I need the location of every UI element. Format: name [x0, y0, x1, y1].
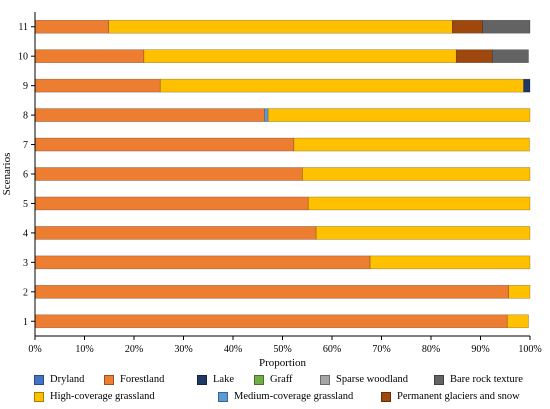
legend-swatch-dryland — [34, 374, 44, 385]
x-tick-label: 30% — [174, 344, 192, 355]
legend-label-permanent-glaciers-and-snow: Permanent glaciers and snow — [397, 391, 520, 402]
x-tick-label: 50% — [273, 344, 291, 355]
x-tick-label: 100% — [518, 344, 541, 355]
legend-item-lake: Lake — [197, 373, 234, 386]
x-tick-label: 80% — [422, 344, 440, 355]
legend-item-forestland: Forestland — [104, 373, 164, 386]
bar-segment-high-coverage-grassland-scenario-1 — [506, 314, 529, 329]
bar-segment-high-coverage-grassland-scenario-5 — [307, 196, 531, 211]
legend-swatch-forestland — [104, 374, 114, 385]
bar-segment-high-coverage-grassland-scenario-7 — [293, 137, 530, 152]
bar-segment-bare-rock-texture-scenario-11 — [482, 19, 531, 34]
legend-label-bare-rock-texture: Bare rock texture — [450, 374, 523, 385]
stacked-bar-chart: 1 2 3 4 5 6 7 8 9 10 11 0% 10% 20% 30% 40% 50% 60% 70% 80%… — [1, 12, 542, 369]
bar-segment-permanent-glaciers-and-snow-scenario-10 — [455, 49, 493, 63]
bar-segment-forestland-scenario-5 — [34, 196, 309, 211]
bar-segment-permanent-glaciers-and-snow-scenario-11 — [451, 19, 483, 34]
x-tick-label: 0% — [28, 344, 41, 355]
legend-label-lake: Lake — [213, 374, 234, 385]
y-tick-label-10: 10 — [18, 52, 28, 63]
legend-item-bare-rock-texture: Bare rock texture — [434, 373, 523, 386]
x-tick-label: 10% — [75, 344, 93, 355]
x-tick-label: 60% — [323, 344, 341, 355]
bar-segment-high-coverage-grassland-scenario-3 — [369, 255, 531, 270]
bar-segment-high-coverage-grassland-scenario-8 — [267, 108, 531, 122]
y-tick-label-5: 5 — [23, 199, 28, 210]
bar-segment-forestland-scenario-6 — [34, 167, 303, 181]
bar-segment-forestland-scenario-2 — [34, 285, 510, 299]
x-tick-label: 90% — [471, 344, 489, 355]
legend-swatch-lake — [197, 374, 207, 385]
bar-segment-bare-rock-texture-scenario-10 — [492, 49, 529, 63]
legend-swatch-graff — [254, 374, 264, 385]
legend-item-high-coverage-grassland: High-coverage grassland — [34, 390, 155, 403]
legend-swatch-medium-coverage-grassland — [218, 391, 228, 402]
bar-segment-forestland-scenario-4 — [34, 226, 317, 240]
legend-item-permanent-glaciers-and-snow: Permanent glaciers and snow — [381, 390, 520, 403]
x-tick-label: 40% — [224, 344, 242, 355]
bar-segment-high-coverage-grassland-scenario-2 — [508, 285, 531, 299]
legend-label-high-coverage-grassland: High-coverage grassland — [50, 391, 155, 402]
bar-segment-forestland-scenario-10 — [34, 49, 145, 63]
bar-segment-forestland-scenario-1 — [34, 314, 508, 329]
bar-segment-forestland-scenario-7 — [34, 137, 295, 152]
legend-item-medium-coverage-grassland: Medium-coverage grassland — [218, 390, 353, 403]
bar-segment-high-coverage-grassland-scenario-6 — [301, 167, 531, 181]
y-tick-label-9: 9 — [23, 81, 28, 92]
y-axis-title: Scenarios — [1, 153, 13, 196]
y-tick-label-6: 6 — [23, 170, 28, 181]
legend-swatch-permanent-glaciers-and-snow — [381, 391, 391, 402]
legend-row-1: Dryland Forestland Lake Graff Sparse woo… — [34, 373, 550, 388]
legend-label-sparse-woodland: Sparse woodland — [336, 374, 409, 385]
legend-row-2: High-coverage grassland Medium-coverage … — [34, 390, 550, 405]
bar-segment-high-coverage-grassland-scenario-10 — [143, 49, 457, 63]
bar-segment-forestland-scenario-11 — [34, 19, 110, 34]
legend-label-graff: Graff — [270, 374, 293, 385]
legend-label-medium-coverage-grassland: Medium-coverage grassland — [234, 391, 354, 402]
y-tick-label-7: 7 — [23, 140, 28, 151]
x-tick-label: 70% — [372, 344, 390, 355]
y-tick-label-11: 11 — [18, 22, 28, 33]
legend-item-graff: Graff — [254, 373, 293, 386]
bar-segment-high-coverage-grassland-scenario-9 — [159, 78, 524, 93]
y-tick-label-1: 1 — [23, 317, 28, 328]
bar-segment-medium-coverage-grassland-scenario-8 — [264, 108, 269, 122]
bar-segment-high-coverage-grassland-scenario-11 — [108, 19, 453, 34]
legend-item-dryland: Dryland — [34, 373, 84, 386]
x-axis-title: Proportion — [259, 357, 307, 369]
x-tick-labels: 0% 10% 20% 30% 40% 50% 60% 70% 80% 90% 100% — [28, 336, 542, 355]
legend-label-forestland: Forestland — [120, 374, 165, 385]
y-tick-label-2: 2 — [23, 287, 28, 298]
legend-swatch-bare-rock-texture — [434, 374, 444, 385]
bar-segment-forestland-scenario-8 — [34, 108, 265, 122]
y-tick-label-8: 8 — [23, 111, 28, 122]
x-tick-label: 20% — [125, 344, 143, 355]
y-tick-labels: 1 2 3 4 5 6 7 8 9 10 11 — [18, 22, 35, 328]
y-tick-label-4: 4 — [23, 228, 28, 239]
bar-segment-lake-scenario-9 — [523, 78, 531, 93]
legend-label-dryland: Dryland — [50, 374, 85, 385]
bars-layer — [34, 19, 531, 329]
legend-swatch-high-coverage-grassland — [34, 391, 44, 402]
y-tick-label-3: 3 — [23, 258, 28, 269]
bar-segment-high-coverage-grassland-scenario-4 — [315, 226, 531, 240]
bar-segment-forestland-scenario-3 — [34, 255, 371, 270]
legend-item-sparse-woodland: Sparse woodland — [320, 373, 408, 386]
legend: Dryland Forestland Lake Graff Sparse woo… — [34, 373, 550, 409]
legend-swatch-sparse-woodland — [320, 374, 330, 385]
bar-segment-forestland-scenario-9 — [34, 78, 161, 93]
